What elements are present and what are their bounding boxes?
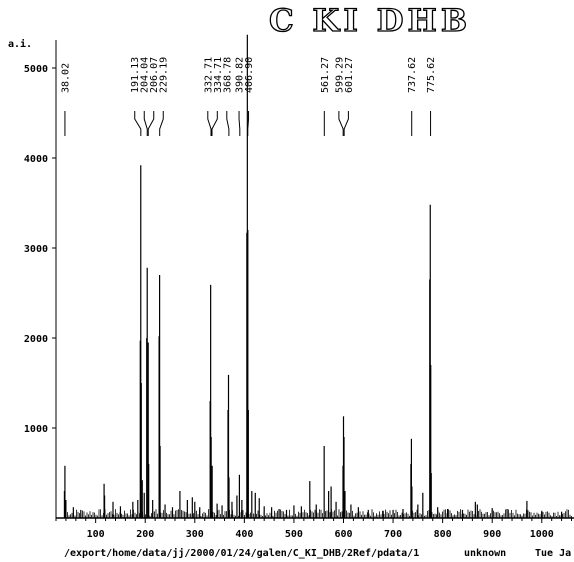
peak-label: 38.02 (60, 63, 71, 93)
x-tick-label: 100 (87, 529, 105, 540)
x-ticks: 100 200 300 400 500 600 700 800 900 1000 (55, 518, 573, 540)
y-tick-label: 5000 (24, 64, 48, 75)
peak-label-leader (238, 111, 241, 136)
peak-label: 775.62 (426, 57, 437, 93)
peak-label: 204.04 (140, 57, 151, 93)
peak-label-leader (147, 111, 155, 136)
peak-label: 561.27 (320, 57, 331, 93)
y-tick-label: 4000 (24, 154, 48, 165)
peak-label: 368.78 (222, 57, 233, 93)
footer-path: /export/home/data/jj/2000/01/24/galen/C_… (64, 547, 419, 559)
y-axis-label: a.i. (8, 38, 32, 50)
x-tick-label: 800 (434, 529, 452, 540)
footer-status: unknown (464, 548, 506, 559)
y-tick-label: 1000 (24, 424, 48, 435)
x-tick-label: 1000 (530, 529, 554, 540)
peak-label-leader (247, 111, 250, 136)
x-tick-label: 400 (235, 529, 253, 540)
peak-label-leader (134, 111, 142, 136)
y-tick-label: 3000 (24, 244, 48, 255)
x-tick-label: 600 (334, 529, 352, 540)
spectrum-peaks (63, 34, 563, 518)
peak-label: 599.29 (334, 57, 345, 93)
peak-label-leader (211, 111, 218, 136)
peak-label-leaders (64, 111, 432, 136)
x-tick-label: 900 (483, 529, 501, 540)
peak-label: 229.19 (159, 57, 170, 93)
footer-date: Tue Ja (535, 548, 571, 559)
peak-label: 191.13 (130, 57, 141, 93)
peak-label-leader (143, 111, 148, 136)
peak-label-leader (343, 111, 349, 136)
peak-label: 206.07 (149, 57, 160, 93)
y-tick-label: 2000 (24, 334, 48, 345)
peak-label: 332.71 (203, 57, 214, 93)
peak-label-leader (159, 111, 164, 136)
x-tick-label: 200 (136, 529, 154, 540)
peak-label-leader (207, 111, 212, 136)
peak-label: 601.27 (344, 57, 355, 93)
peak-label: 390.82 (235, 57, 246, 93)
peak-label-leader (338, 111, 344, 136)
y-ticks: 1000 2000 3000 4000 5000 (24, 64, 56, 435)
x-tick-label: 300 (186, 529, 204, 540)
peak-label: 406.90 (244, 57, 255, 93)
x-tick-label: 700 (384, 529, 402, 540)
peak-label-leader (226, 111, 230, 136)
chart-title: C KI DHB (269, 3, 471, 39)
peak-label: 334.71 (213, 57, 224, 93)
peak-label: 737.62 (407, 57, 418, 93)
x-tick-label: 500 (285, 529, 303, 540)
